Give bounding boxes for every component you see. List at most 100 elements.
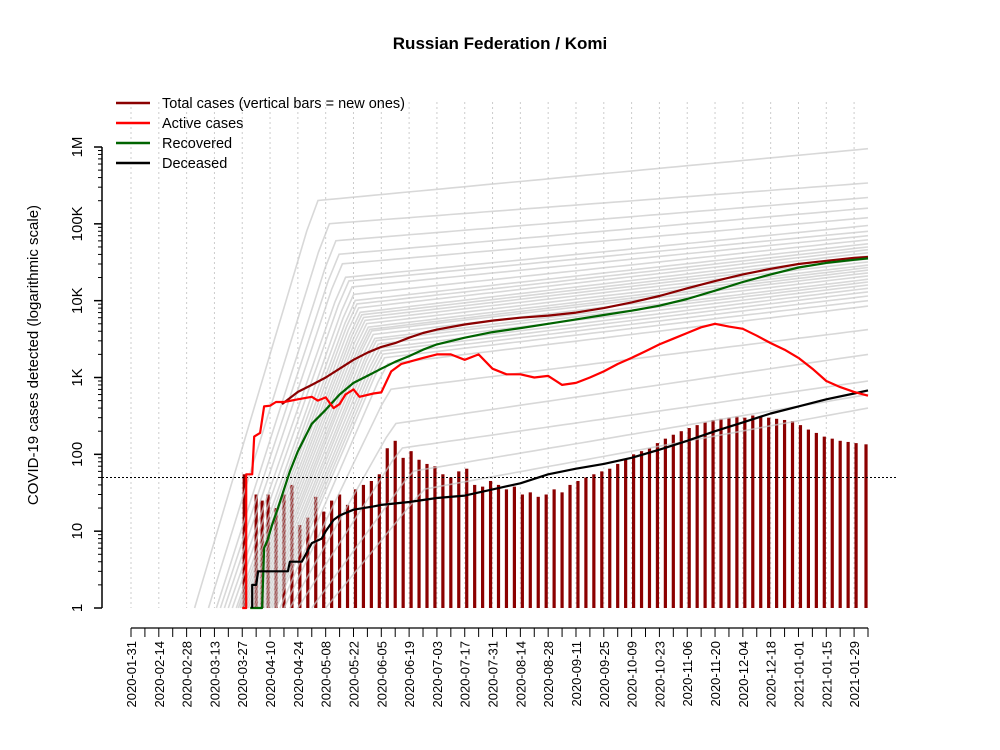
new-cases-bar [751,415,755,608]
y-tick-label: 10K [69,287,86,314]
background-region-curve [247,255,869,609]
new-cases-bar [528,492,532,608]
new-cases-bar [377,474,381,608]
x-tick-label: 2020-05-08 [319,641,334,708]
new-cases-bar [441,474,445,608]
new-cases-bar [592,474,596,608]
new-cases-bar [560,492,564,608]
x-tick-label: 2021-01-01 [791,641,806,708]
new-cases-bar [743,417,747,608]
background-region-curve [255,266,869,609]
new-cases-bar [663,438,667,608]
legend-label: Active cases [162,116,243,132]
new-cases-bar [568,484,572,608]
new-cases-bar [385,448,389,608]
background-region-curve [223,216,869,609]
x-tick-label: 2021-01-29 [847,641,862,708]
new-cases-bar [465,468,469,608]
new-cases-bar [457,471,461,608]
background-region-curve [227,224,869,609]
x-tick-label: 2020-06-05 [374,641,389,708]
new-cases-bar [616,463,620,608]
new-cases-bar [322,511,326,608]
new-cases-bar [242,474,246,608]
background-region-curve [215,196,869,609]
new-cases-bar [655,443,660,608]
new-cases-bar [473,484,477,608]
new-cases-bar [488,480,493,608]
new-cases-bar [481,486,485,608]
new-cases-bar [814,432,818,608]
legend-label: Total cases (vertical bars = new ones) [162,96,405,112]
y-tick-label: 1 [69,604,86,612]
y-tick-label: 1M [69,137,86,158]
new-cases-bar [735,416,739,608]
new-cases-bar [544,494,548,608]
background-region-curve [193,147,869,609]
new-cases-bar [504,489,509,608]
x-tick-label: 2020-07-31 [486,641,501,708]
new-cases-bar [775,418,779,608]
x-tick-label: 2020-10-09 [625,641,640,708]
chart-title: Russian Federation / Komi [393,34,607,53]
new-cases-bar [290,484,294,608]
new-cases-bar [703,422,707,608]
new-cases-bar [671,434,675,608]
x-tick-label: 2020-12-18 [764,641,779,708]
background-region-curve [279,305,869,609]
x-tick-label: 2020-02-28 [180,641,195,708]
x-tick-label: 2020-03-13 [207,641,222,708]
x-tick-label: 2020-04-24 [291,641,306,708]
x-tick-label: 2020-12-04 [736,641,751,708]
new-cases-bar [695,425,699,608]
y-tick-label: 100K [69,206,86,241]
new-cases-bar [727,417,731,608]
new-cases-bar [838,440,842,608]
background-region-curve [297,380,869,609]
new-cases-bar [854,443,858,608]
new-cases-bar [417,459,421,608]
x-tick-label: 2020-05-22 [346,641,361,708]
new-cases-bar [679,431,683,608]
x-tick-label: 2020-08-28 [541,641,556,708]
new-cases-bar [830,438,834,608]
x-tick-label: 2020-04-10 [263,641,278,708]
new-cases-bar [496,484,501,608]
background-region-curve [259,272,869,609]
background-region-curve [207,182,869,609]
new-cases-bar [624,459,628,608]
x-tick-label: 2020-02-14 [152,641,167,708]
series-line-deceased [251,389,869,608]
new-cases-bar [433,466,437,608]
new-cases-bar [552,489,556,608]
new-cases-bar [608,468,612,608]
new-cases-bar [369,480,373,608]
background-region-curve [241,246,869,609]
new-cases-bar [536,496,540,608]
new-cases-bar [337,494,342,608]
background-region-curve [325,407,869,609]
x-tick-label: 2020-03-27 [235,641,250,708]
x-tick-label: 2020-07-17 [458,641,473,708]
y-tick-label: 10 [69,523,86,540]
background-region-curve [243,248,869,609]
y-tick-label: 100 [69,442,86,467]
background-region-curve [269,287,869,609]
y-tick-label: 1K [69,368,86,386]
new-cases-bar [306,517,310,608]
new-cases-bar [449,477,453,608]
new-cases-bar [298,525,302,608]
background-region-curve [265,281,869,609]
new-cases-bar [647,448,652,608]
new-cases-bar [401,457,405,608]
new-cases-bar [576,480,580,608]
new-cases-bar [409,451,413,608]
y-axis: 1 10 100 1K 10K 100K 1M [69,137,103,612]
series-line-total-cases [281,255,869,405]
background-region-curve [251,261,869,609]
new-cases-bar [584,477,588,608]
x-tick-label: 2020-11-06 [680,641,695,707]
new-cases-bar [864,444,868,608]
new-cases-bar [600,471,604,608]
